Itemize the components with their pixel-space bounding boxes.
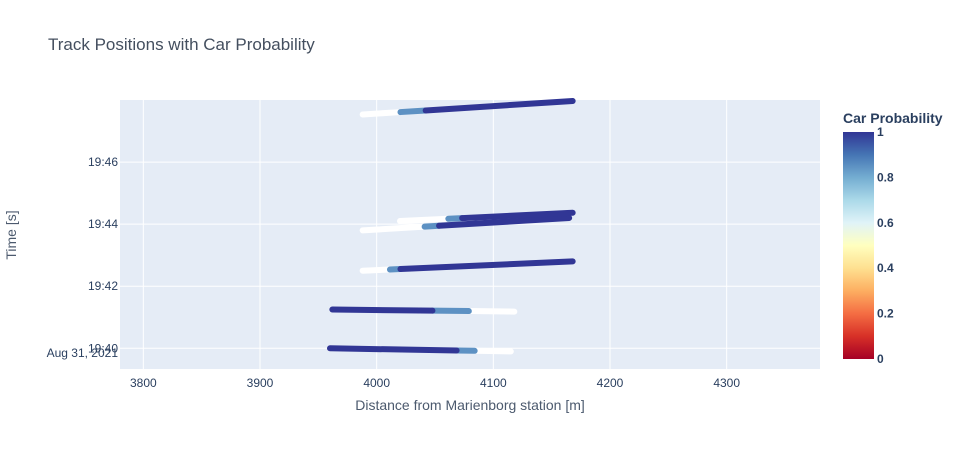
track-segment bbox=[436, 214, 573, 229]
chart-title: Track Positions with Car Probability bbox=[48, 35, 315, 54]
x-tick-label: 4000 bbox=[363, 376, 390, 390]
colorbar bbox=[843, 132, 874, 359]
track-1 bbox=[327, 345, 514, 355]
y-tick-label: 19:46 bbox=[88, 155, 118, 169]
track-segment bbox=[422, 98, 576, 114]
track-segment bbox=[359, 266, 393, 274]
colorbar-tick-label: 0 bbox=[877, 352, 884, 366]
track-segment bbox=[459, 209, 576, 222]
track-segment bbox=[465, 308, 518, 315]
colorbar-tick-label: 0.8 bbox=[877, 170, 894, 184]
track-segment bbox=[397, 258, 576, 273]
colorbar-ticks: 0 0.2 0.4 0.6 0.8 1 bbox=[877, 125, 894, 366]
track-5 bbox=[397, 209, 576, 225]
track-segment bbox=[327, 345, 460, 354]
y-tick-label: 19:44 bbox=[88, 217, 118, 231]
colorbar-tick-label: 0.4 bbox=[877, 261, 894, 275]
plot-area bbox=[120, 100, 820, 369]
track-segment bbox=[359, 109, 404, 118]
y-tick-label: 19:40 bbox=[88, 341, 118, 355]
y-axis-title: Time [s] bbox=[3, 210, 19, 259]
track-segment bbox=[397, 215, 452, 225]
x-axis-title: Distance from Marienborg station [m] bbox=[355, 397, 585, 413]
track-series bbox=[327, 98, 576, 355]
track-segment bbox=[471, 347, 514, 355]
colorbar-tick-label: 0.2 bbox=[877, 307, 894, 321]
colorbar-tick-label: 1 bbox=[877, 125, 884, 139]
track-segment bbox=[397, 107, 429, 116]
track-segment bbox=[329, 306, 436, 314]
track-4 bbox=[359, 214, 573, 234]
y-tick-label: 19:42 bbox=[88, 279, 118, 293]
track-segment bbox=[359, 223, 428, 234]
x-tick-label: 3900 bbox=[247, 376, 274, 390]
x-tick-label: 4100 bbox=[480, 376, 507, 390]
track-3 bbox=[359, 258, 576, 274]
x-tick-label: 3800 bbox=[130, 376, 157, 390]
y-tick-sublabel: Aug 31, 2021 bbox=[47, 346, 119, 360]
colorbar-title: Car Probability bbox=[843, 110, 943, 126]
x-tick-label: 4200 bbox=[597, 376, 624, 390]
colorbar-tick-label: 0.6 bbox=[877, 216, 894, 230]
y-axis-ticks: 19:40 19:42 19:44 19:46 bbox=[88, 155, 118, 355]
x-axis-ticks: 3800 3900 4000 4100 4200 4300 bbox=[130, 376, 740, 390]
x-tick-label: 4300 bbox=[713, 376, 740, 390]
track-6 bbox=[359, 98, 576, 118]
track-2 bbox=[329, 306, 518, 315]
